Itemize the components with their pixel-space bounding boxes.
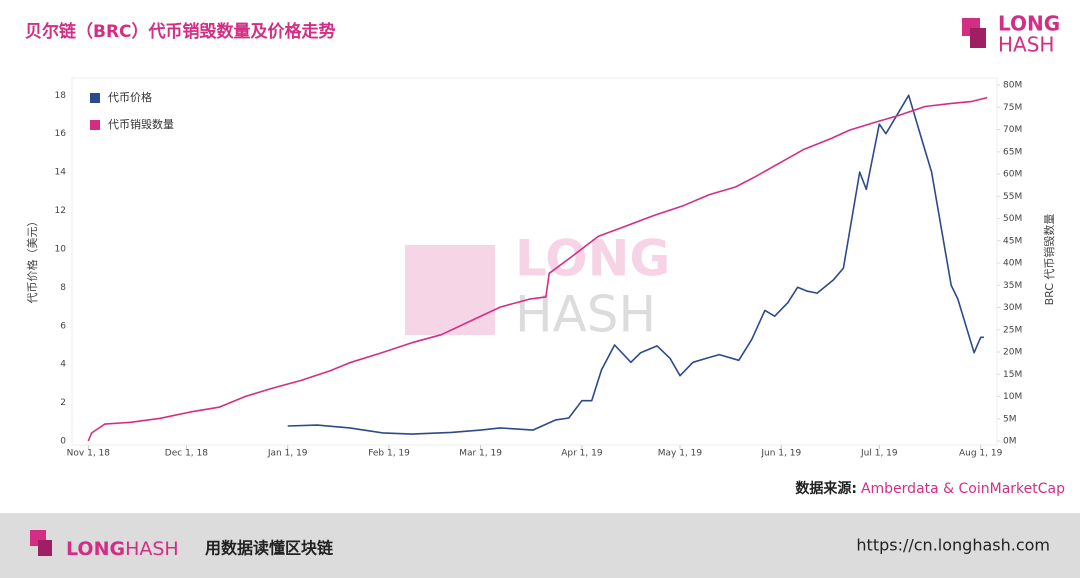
footer-logo-icon	[38, 540, 52, 556]
legend-label: 代币价格	[108, 90, 152, 104]
y-axis-label: 代币价格（美元）	[25, 216, 39, 304]
footer-band	[0, 513, 1080, 578]
y2-tick-label: 45M	[1003, 236, 1022, 246]
chart-title: 贝尔链（BRC）代币销毁数量及价格走势	[25, 21, 336, 42]
x-tick-label: Jul 1, 19	[860, 449, 898, 459]
x-tick-label: Aug 1, 19	[959, 449, 1003, 459]
x-tick-label: Feb 1, 19	[368, 449, 410, 459]
y2-tick-label: 5M	[1003, 414, 1017, 424]
x-tick-label: May 1, 19	[658, 449, 703, 459]
y-tick-label: 0	[60, 437, 66, 447]
legend-swatch	[90, 120, 100, 130]
y2-tick-label: 10M	[1003, 392, 1022, 402]
y-tick-label: 16	[55, 129, 67, 139]
y2-tick-label: 60M	[1003, 170, 1022, 180]
footer-logo-a: LONG	[66, 538, 125, 560]
y2-tick-label: 25M	[1003, 325, 1022, 335]
x-tick-label: Nov 1, 18	[67, 449, 111, 459]
y2-tick-label: 65M	[1003, 147, 1022, 157]
logo-text: LONG	[998, 12, 1060, 36]
plot-frame	[71, 77, 998, 446]
y-tick-label: 10	[55, 244, 67, 254]
watermark-text: LONG	[515, 230, 670, 288]
y2-tick-label: 50M	[1003, 214, 1022, 224]
footer-url: https://cn.longhash.com	[856, 536, 1050, 555]
y-tick-label: 4	[60, 360, 66, 370]
x-tick-label: Dec 1, 18	[165, 449, 208, 459]
y2-tick-label: 30M	[1003, 303, 1022, 313]
source: 数据来源: Amberdata & CoinMarketCap	[795, 480, 1065, 497]
y2-axis-label: BRC 代币销毁数量	[1042, 214, 1056, 306]
y2-tick-label: 15M	[1003, 370, 1022, 380]
legend-swatch	[90, 93, 100, 103]
y-tick-label: 8	[60, 283, 66, 293]
logo: LONG HASH	[962, 12, 1060, 57]
y-tick-label: 18	[55, 91, 67, 101]
source-value: Amberdata & CoinMarketCap	[861, 481, 1065, 497]
footer-logo-b: HASH	[125, 538, 179, 560]
y2-tick-label: 0M	[1003, 437, 1017, 447]
x-tick-label: Mar 1, 19	[459, 449, 502, 459]
y-tick-label: 2	[60, 398, 66, 408]
y2-tick-label: 20M	[1003, 348, 1022, 358]
y2-tick-label: 55M	[1003, 192, 1022, 202]
y2-tick-label: 80M	[1003, 81, 1022, 91]
watermark: LONG HASH	[405, 230, 670, 344]
y2-tick-label: 40M	[1003, 259, 1022, 269]
y-tick-label: 12	[55, 206, 66, 216]
x-tick-label: Apr 1, 19	[561, 449, 603, 459]
y2-tick-label: 75M	[1003, 103, 1022, 113]
y2-tick-label: 70M	[1003, 125, 1022, 135]
watermark-icon	[405, 245, 495, 335]
series-line	[87, 96, 988, 442]
series-line	[287, 94, 984, 435]
x-tick-label: Jan 1, 19	[267, 449, 308, 459]
source-label: 数据来源:	[795, 480, 857, 497]
footer-logo: LONGHASH	[66, 538, 179, 560]
y-tick-label: 14	[55, 168, 67, 178]
footer-slogan: 用数据读懂区块链	[205, 539, 334, 558]
logo-text: HASH	[998, 33, 1054, 57]
legend-label: 代币销毁数量	[108, 117, 174, 131]
logo-icon	[970, 28, 986, 48]
y2-tick-label: 35M	[1003, 281, 1022, 291]
x-tick-label: Jun 1, 19	[760, 449, 801, 459]
watermark-text: HASH	[515, 286, 656, 344]
y-tick-label: 6	[60, 321, 66, 331]
